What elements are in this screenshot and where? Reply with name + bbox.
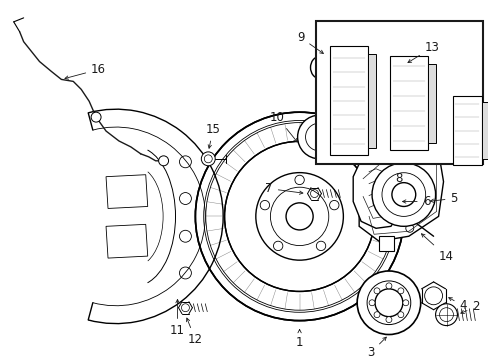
- Circle shape: [369, 300, 375, 306]
- Polygon shape: [106, 175, 147, 208]
- Polygon shape: [353, 145, 406, 228]
- Circle shape: [465, 76, 476, 87]
- Circle shape: [436, 304, 458, 325]
- Text: 14: 14: [421, 234, 454, 262]
- Text: 16: 16: [65, 63, 106, 79]
- Circle shape: [372, 163, 436, 226]
- Polygon shape: [390, 56, 428, 150]
- Polygon shape: [359, 139, 443, 241]
- Polygon shape: [452, 96, 482, 165]
- Circle shape: [357, 271, 421, 334]
- Circle shape: [201, 152, 215, 166]
- Text: 4: 4: [449, 298, 467, 312]
- Circle shape: [398, 312, 404, 318]
- Text: 2: 2: [461, 300, 480, 314]
- Circle shape: [91, 112, 101, 122]
- Circle shape: [398, 288, 404, 294]
- Text: 3: 3: [368, 337, 386, 359]
- Polygon shape: [106, 224, 147, 258]
- Text: 5: 5: [430, 192, 458, 205]
- Circle shape: [334, 50, 344, 59]
- Text: 13: 13: [408, 41, 440, 63]
- Polygon shape: [379, 236, 394, 251]
- Text: 15: 15: [206, 122, 220, 148]
- Text: 8: 8: [396, 172, 403, 185]
- Polygon shape: [482, 102, 489, 159]
- Circle shape: [297, 115, 342, 159]
- Polygon shape: [330, 46, 368, 156]
- Circle shape: [406, 224, 414, 232]
- Circle shape: [374, 312, 380, 318]
- Text: 12: 12: [187, 318, 203, 346]
- Text: 6: 6: [403, 195, 430, 208]
- Polygon shape: [428, 64, 436, 143]
- Text: 9: 9: [297, 31, 323, 54]
- Circle shape: [159, 156, 169, 166]
- Polygon shape: [368, 54, 376, 148]
- Circle shape: [196, 112, 404, 321]
- Text: 1: 1: [296, 329, 303, 349]
- Circle shape: [386, 283, 392, 289]
- Text: 10: 10: [270, 111, 297, 142]
- Circle shape: [326, 40, 382, 95]
- Text: 11: 11: [170, 300, 185, 337]
- Circle shape: [386, 317, 392, 323]
- Circle shape: [403, 300, 409, 306]
- Circle shape: [374, 288, 380, 294]
- Bar: [316, 22, 483, 165]
- Text: 7: 7: [265, 182, 303, 195]
